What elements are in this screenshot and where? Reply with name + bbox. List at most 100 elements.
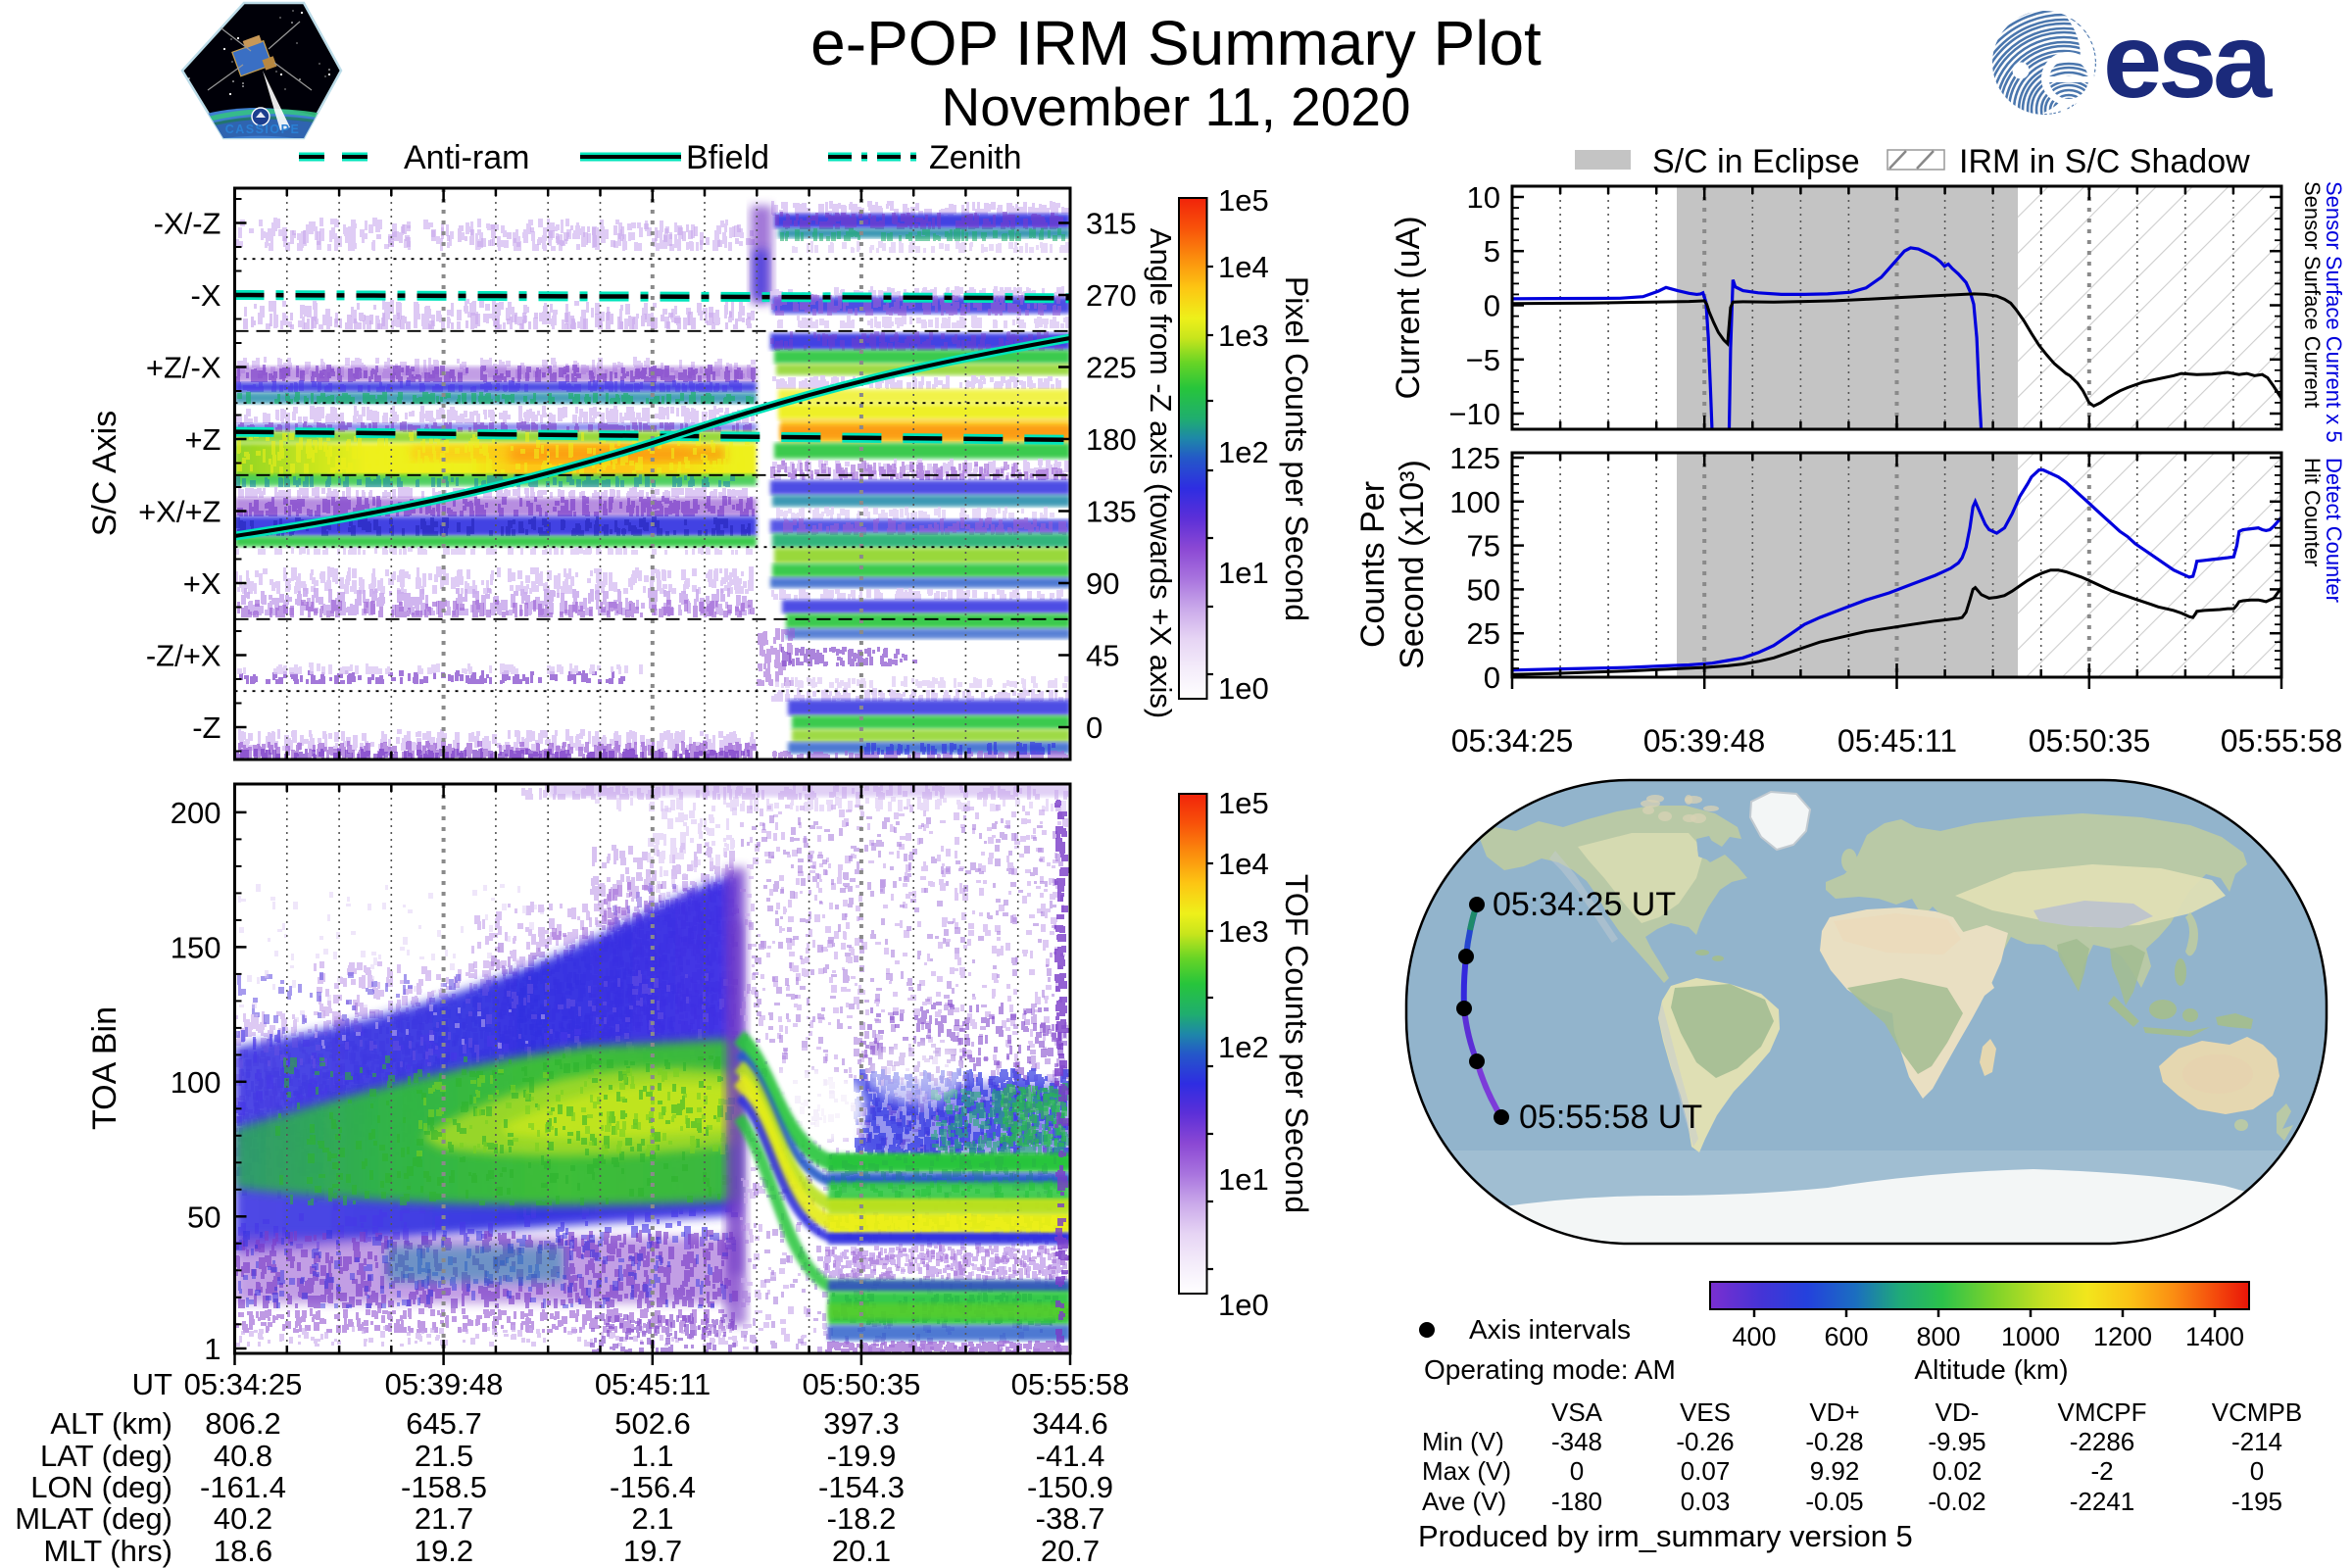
svg-text:Min (V): Min (V) [1422,1427,1504,1456]
svg-text:VD+: VD+ [1809,1397,1859,1427]
svg-text:VMCPF: VMCPF [2058,1397,2147,1427]
svg-text:5: 5 [1484,234,1500,269]
svg-text:100: 100 [1449,485,1500,519]
svg-text:9.92: 9.92 [1810,1456,1860,1486]
svg-text:1: 1 [204,1332,220,1366]
svg-text:TOA Bin: TOA Bin [86,1006,123,1130]
svg-text:IRM in S/C Shadow: IRM in S/C Shadow [1959,143,2250,180]
svg-text:400: 400 [1732,1322,1776,1351]
svg-text:0: 0 [2250,1456,2264,1486]
svg-text:200: 200 [171,796,221,830]
svg-text:Axis intervals: Axis intervals [1469,1314,1631,1345]
svg-text:+X/+Z: +X/+Z [138,495,220,529]
svg-text:05:45:11: 05:45:11 [1838,723,1957,759]
svg-text:-214: -214 [2231,1427,2282,1456]
svg-text:21.5: 21.5 [415,1439,473,1473]
svg-text:-9.95: -9.95 [1928,1427,1985,1456]
svg-text:1e3: 1e3 [1218,914,1269,949]
svg-text:0: 0 [1484,661,1500,695]
svg-text:75: 75 [1467,529,1500,564]
svg-text:VES: VES [1680,1397,1731,1427]
svg-text:Pixel Counts per Second: Pixel Counts per Second [1279,276,1314,621]
svg-text:600: 600 [1824,1322,1868,1351]
svg-text:-Z: -Z [192,710,220,745]
svg-text:-2241: -2241 [2070,1487,2135,1516]
svg-text:-19.9: -19.9 [827,1439,897,1473]
svg-text:05:34:25 UT: 05:34:25 UT [1493,886,1676,923]
svg-text:05:50:35: 05:50:35 [2029,723,2151,759]
svg-text:18.6: 18.6 [214,1534,272,1568]
svg-text:Counts Per: Counts Per [1354,481,1392,648]
svg-text:1e4: 1e4 [1218,847,1269,881]
svg-text:1e5: 1e5 [1218,786,1269,820]
svg-text:1000: 1000 [2001,1322,2060,1351]
svg-text:Operating mode: AM: Operating mode: AM [1424,1354,1676,1385]
svg-text:Max (V): Max (V) [1422,1456,1511,1486]
svg-text:40.2: 40.2 [214,1501,272,1536]
svg-text:-X: -X [191,278,221,313]
svg-text:05:55:58: 05:55:58 [2221,723,2343,759]
svg-text:10: 10 [1467,180,1500,215]
svg-text:0: 0 [1484,289,1500,323]
svg-text:1e2: 1e2 [1218,1030,1269,1064]
svg-text:125: 125 [1449,441,1500,475]
svg-text:1e5: 1e5 [1218,183,1269,218]
svg-text:05:34:25: 05:34:25 [1451,723,1574,759]
svg-text:-161.4: -161.4 [200,1470,286,1504]
svg-text:1e0: 1e0 [1218,671,1269,706]
svg-text:LON (deg): LON (deg) [30,1470,172,1504]
svg-text:VSA: VSA [1551,1397,1603,1427]
svg-text:Second (x10³): Second (x10³) [1394,460,1431,669]
svg-text:CASSIOPE: CASSIOPE [225,122,301,136]
svg-text:315: 315 [1086,207,1137,241]
svg-text:0.07: 0.07 [1681,1456,1731,1486]
svg-text:-0.28: -0.28 [1805,1427,1863,1456]
svg-text:05:45:11: 05:45:11 [595,1367,710,1401]
svg-text:e-POP IRM Summary Plot: e-POP IRM Summary Plot [810,8,1542,78]
svg-text:05:34:25: 05:34:25 [184,1367,303,1401]
svg-text:05:39:48: 05:39:48 [385,1367,504,1401]
svg-text:−5: −5 [1466,343,1500,377]
svg-text:S/C Axis: S/C Axis [86,411,123,536]
svg-text:Zenith: Zenith [929,139,1022,176]
svg-text:1400: 1400 [2185,1322,2244,1351]
svg-text:100: 100 [171,1065,221,1100]
svg-text:S/C in Eclipse: S/C in Eclipse [1652,143,1860,180]
svg-text:-195: -195 [2231,1487,2282,1516]
svg-text:Ave (V): Ave (V) [1422,1487,1506,1516]
svg-text:-38.7: -38.7 [1036,1501,1105,1536]
svg-text:25: 25 [1467,616,1500,651]
svg-text:225: 225 [1086,351,1137,385]
svg-text:+X: +X [183,566,221,601]
svg-text:November 11, 2020: November 11, 2020 [942,76,1411,137]
svg-text:ALT (km): ALT (km) [50,1406,172,1441]
svg-text:05:55:58: 05:55:58 [1011,1367,1130,1401]
svg-text:-2: -2 [2090,1456,2113,1486]
svg-text:-2286: -2286 [2070,1427,2135,1456]
svg-text:−10: −10 [1448,397,1500,431]
svg-text:MLT (hrs): MLT (hrs) [44,1534,172,1568]
svg-text:150: 150 [171,930,221,964]
svg-text:0: 0 [1086,710,1102,745]
svg-text:-150.9: -150.9 [1027,1470,1113,1504]
svg-text:Sensor Surface Current: Sensor Surface Current [2300,181,2325,408]
svg-text:1e4: 1e4 [1218,250,1269,284]
svg-text:0.03: 0.03 [1681,1487,1731,1516]
svg-text:Produced by irm_summary versio: Produced by irm_summary version 5 [1418,1519,1913,1553]
svg-text:Anti-ram: Anti-ram [404,139,529,176]
svg-text:-18.2: -18.2 [827,1501,897,1536]
svg-text:05:55:58 UT: 05:55:58 UT [1519,1099,1702,1136]
svg-text:806.2: 806.2 [205,1406,281,1441]
svg-text:397.3: 397.3 [823,1406,900,1441]
svg-text:1.1: 1.1 [631,1439,673,1473]
svg-text:19.7: 19.7 [623,1534,682,1568]
svg-text:0.02: 0.02 [1933,1456,1983,1486]
svg-text:135: 135 [1086,495,1137,529]
svg-text:20.1: 20.1 [832,1534,891,1568]
svg-text:20.7: 20.7 [1041,1534,1100,1568]
svg-text:VD-: VD- [1936,1397,1980,1427]
svg-text:1200: 1200 [2093,1322,2152,1351]
svg-text:05:50:35: 05:50:35 [803,1367,921,1401]
svg-text:1e0: 1e0 [1218,1288,1269,1322]
svg-text:-0.05: -0.05 [1805,1487,1863,1516]
